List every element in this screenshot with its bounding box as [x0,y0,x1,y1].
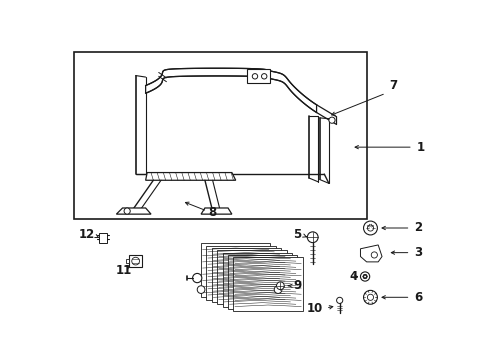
Circle shape [307,232,318,243]
Bar [129,255,142,267]
Polygon shape [117,208,151,214]
Text: 11: 11 [116,264,132,277]
Circle shape [371,252,377,258]
Circle shape [337,297,343,303]
Bar [99,233,107,243]
Circle shape [363,275,365,276]
Circle shape [366,277,367,278]
Circle shape [197,286,205,293]
Circle shape [368,225,373,231]
Circle shape [361,272,370,281]
Circle shape [364,221,377,235]
Text: 6: 6 [414,291,422,304]
Polygon shape [146,68,317,112]
Text: 9: 9 [293,279,301,292]
Circle shape [276,282,284,289]
Bar [247,69,270,83]
Polygon shape [201,243,270,297]
Polygon shape [233,257,303,311]
Polygon shape [201,208,232,214]
Circle shape [124,208,130,214]
Circle shape [363,276,364,277]
Circle shape [365,274,366,275]
Text: 10: 10 [307,302,323,315]
Circle shape [193,274,202,283]
Text: 3: 3 [414,246,422,259]
Polygon shape [228,255,297,309]
Circle shape [366,276,368,277]
Polygon shape [217,250,287,304]
Circle shape [364,291,377,304]
Circle shape [132,257,140,265]
Circle shape [366,275,367,276]
Circle shape [365,278,366,279]
Circle shape [368,294,373,300]
Polygon shape [146,172,236,180]
Circle shape [252,73,258,79]
Circle shape [329,117,335,123]
Text: 12: 12 [79,228,95,240]
Circle shape [363,277,365,278]
Polygon shape [206,246,276,300]
Polygon shape [361,245,382,262]
Text: 8: 8 [209,206,217,219]
Polygon shape [212,248,281,302]
Polygon shape [222,253,292,306]
Bar [125,259,129,264]
Bar [74,53,367,219]
Circle shape [262,73,267,79]
Text: 5: 5 [293,228,301,240]
Circle shape [363,275,367,278]
Circle shape [274,286,282,293]
Text: 1: 1 [416,141,425,154]
Text: 2: 2 [414,221,422,234]
Text: 4: 4 [349,270,358,283]
Text: 7: 7 [390,79,398,92]
